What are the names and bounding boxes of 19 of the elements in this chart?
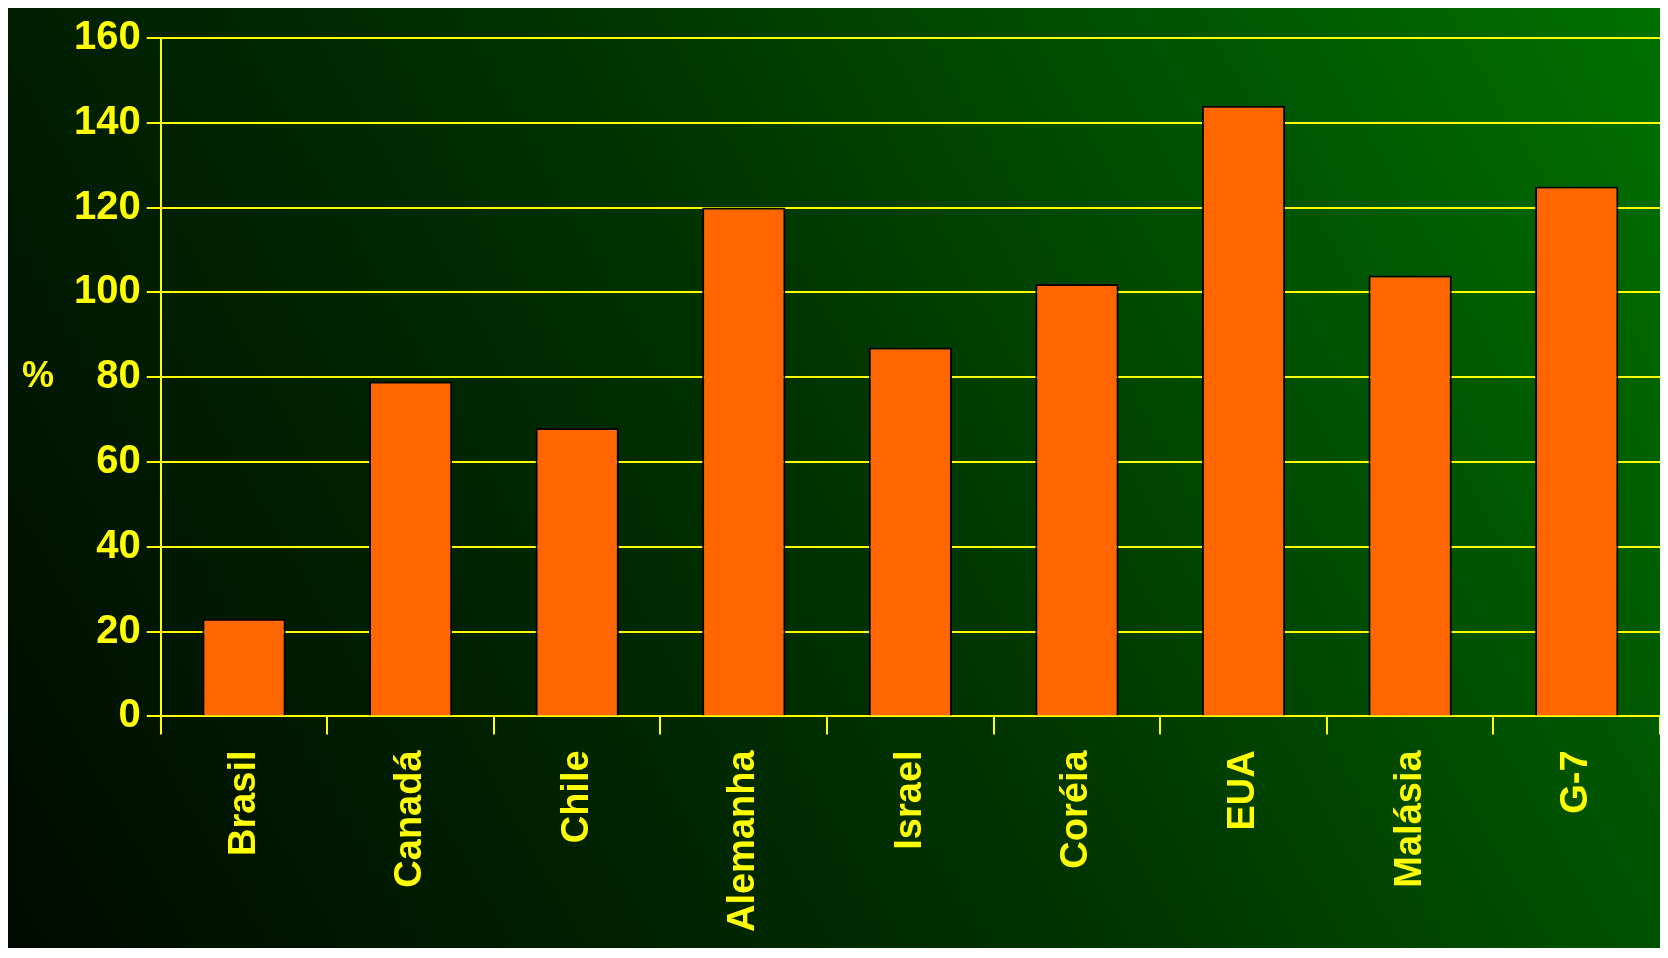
y-tick-label: 0 (118, 691, 141, 736)
y-tick-label: 100 (73, 267, 141, 312)
x-tick-label: Brasil (220, 750, 263, 857)
y-axis-title: % (21, 354, 55, 396)
y-tick-label: 80 (96, 352, 141, 397)
x-tick-label: G-7 (1553, 750, 1596, 814)
x-tick-label: Alemanha (720, 749, 763, 933)
x-tick-label: EUA (1220, 750, 1263, 831)
x-tick-label: Coréia (1053, 749, 1096, 869)
y-tick-label: 140 (73, 97, 141, 142)
y-tick-label: 20 (96, 606, 141, 651)
x-tick-label: Israel (886, 750, 929, 850)
x-tick-label: Chile (553, 750, 596, 844)
x-tick-label: Malásia (1386, 749, 1429, 888)
x-tick-label: Canadá (387, 749, 430, 888)
y-tick-label: 160 (73, 13, 141, 58)
y-tick-label: 40 (96, 521, 141, 566)
y-tick-label: 60 (96, 437, 141, 482)
y-tick-label: 120 (73, 182, 141, 227)
